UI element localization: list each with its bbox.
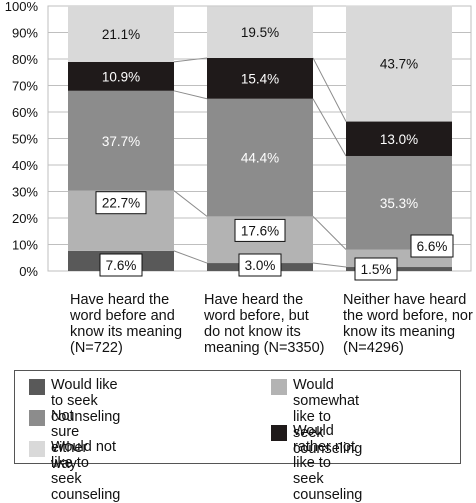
data-label-box [99, 253, 143, 277]
series-connector-line [312, 57, 347, 122]
data-label: 6.6% [417, 239, 448, 254]
series-connector-line [173, 57, 208, 63]
y-tick-label: 10% [12, 238, 38, 253]
data-label: 19.5% [241, 25, 279, 40]
bar-segment [68, 90, 174, 191]
series-connector-line [173, 190, 208, 217]
bar-segment [68, 6, 174, 62]
category-label-1: Have heard the word before, but do not k… [204, 292, 325, 356]
legend-label: Would rather not like to seek counseling [293, 423, 363, 503]
data-label: 13.0% [380, 132, 418, 147]
legend-label: Would not like to seek counseling [51, 439, 121, 503]
bar-segment [346, 267, 452, 271]
data-label-box [95, 191, 147, 215]
y-tick-label: 50% [12, 132, 38, 147]
data-label: 35.3% [380, 196, 418, 211]
y-tick-label: 80% [12, 52, 38, 67]
bar-segment [68, 61, 174, 91]
category-label-0: Have heard the word before and know its … [70, 292, 183, 356]
data-label: 17.6% [241, 223, 279, 238]
series-connector-line [173, 90, 208, 100]
series-connector-line [312, 216, 347, 250]
data-label: 7.6% [106, 258, 137, 273]
y-tick-label: 90% [12, 26, 38, 41]
category-label-2: Neither have heard the word before, nor … [343, 292, 473, 356]
series-connector-line [312, 98, 347, 157]
y-tick-label: 70% [12, 79, 38, 94]
y-tick-label: 60% [12, 105, 38, 120]
y-tick-label: 0% [19, 264, 38, 279]
bar-segment [207, 98, 313, 217]
y-tick-label: 30% [12, 185, 38, 200]
data-label-box [238, 253, 282, 277]
series-connector-line [173, 250, 208, 264]
data-label: 21.1% [102, 27, 140, 42]
data-label: 3.0% [245, 258, 276, 273]
series-connector-line [312, 262, 347, 268]
legend-swatch [29, 441, 45, 457]
data-label: 10.9% [102, 69, 140, 84]
y-tick-label: 20% [12, 211, 38, 226]
chart-legend: Would like to seek counseling Would some… [14, 370, 461, 503]
legend-swatch [29, 410, 45, 426]
data-label: 44.4% [241, 151, 279, 166]
legend-swatch [271, 379, 287, 395]
legend-swatch [29, 379, 45, 395]
y-tick-label: 40% [12, 158, 38, 173]
legend-label: Would like to seek counseling [51, 377, 121, 425]
legend-label: Not sure either way [51, 408, 88, 472]
data-label-box [234, 218, 286, 242]
bar-segment [207, 57, 313, 99]
data-label: 1.5% [361, 262, 392, 277]
y-tick-label: 100% [5, 0, 39, 14]
stacked-bar-chart: 0% 10% 20% 30% 40% 50% 60% 70% 80% 90% 100% 7.6% 3.0… [5, 0, 472, 281]
legend-label: Would somewhat like to seek counseling [293, 377, 363, 457]
legend-swatch [271, 425, 287, 441]
data-label-box [410, 234, 454, 258]
data-label: 37.7% [102, 134, 140, 149]
bar-segment [346, 121, 452, 156]
bar-segment [346, 5, 452, 122]
data-label: 43.7% [380, 57, 418, 72]
data-label: 22.7% [102, 196, 140, 211]
bar-segment [207, 6, 313, 58]
data-label-box [354, 257, 398, 281]
data-label: 15.4% [241, 71, 279, 86]
bar-segment [346, 155, 452, 250]
